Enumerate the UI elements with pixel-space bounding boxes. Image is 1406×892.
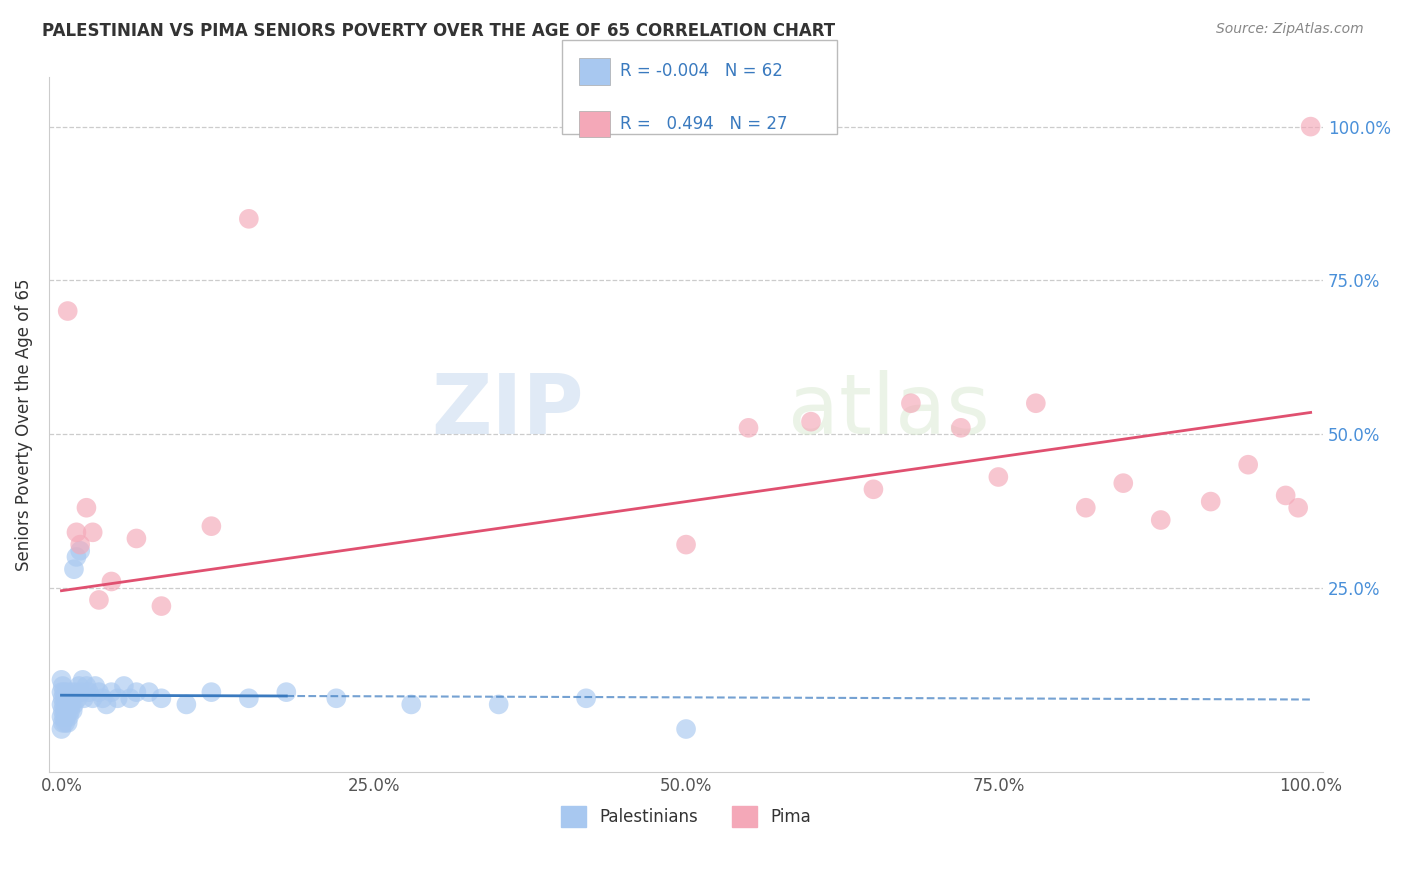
Point xyxy=(72,673,94,687)
Point xyxy=(51,685,73,699)
Point xyxy=(949,421,972,435)
Point xyxy=(56,715,79,730)
Point xyxy=(84,679,107,693)
Point xyxy=(96,698,118,712)
Point xyxy=(75,500,97,515)
Point xyxy=(58,698,80,712)
Point xyxy=(63,562,86,576)
Point xyxy=(120,691,142,706)
Point xyxy=(176,698,198,712)
Point xyxy=(125,532,148,546)
Point xyxy=(200,685,222,699)
Point xyxy=(51,710,73,724)
Point xyxy=(62,691,84,706)
Point xyxy=(53,691,76,706)
Point xyxy=(53,715,76,730)
Point xyxy=(987,470,1010,484)
Point xyxy=(1286,500,1309,515)
Point xyxy=(55,710,77,724)
Point xyxy=(52,704,75,718)
Point xyxy=(52,710,75,724)
Point xyxy=(862,483,884,497)
Point xyxy=(399,698,422,712)
Point xyxy=(82,525,104,540)
Point xyxy=(70,685,93,699)
Point xyxy=(150,599,173,613)
Text: PALESTINIAN VS PIMA SENIORS POVERTY OVER THE AGE OF 65 CORRELATION CHART: PALESTINIAN VS PIMA SENIORS POVERTY OVER… xyxy=(42,22,835,40)
Point xyxy=(87,593,110,607)
Point xyxy=(56,304,79,318)
Point xyxy=(73,691,96,706)
Point xyxy=(52,679,75,693)
Point xyxy=(112,679,135,693)
Point xyxy=(1112,476,1135,491)
Text: ZIP: ZIP xyxy=(432,370,583,451)
Point xyxy=(737,421,759,435)
Text: R = -0.004   N = 62: R = -0.004 N = 62 xyxy=(620,62,783,80)
Text: R =   0.494   N = 27: R = 0.494 N = 27 xyxy=(620,115,787,133)
Text: atlas: atlas xyxy=(787,370,990,451)
Point xyxy=(51,722,73,736)
Point xyxy=(52,691,75,706)
Point xyxy=(91,691,114,706)
Point xyxy=(675,722,697,736)
Point xyxy=(1150,513,1173,527)
Point xyxy=(107,691,129,706)
Point xyxy=(53,704,76,718)
Point xyxy=(82,691,104,706)
Point xyxy=(65,549,87,564)
Point xyxy=(52,698,75,712)
Point xyxy=(56,704,79,718)
Point xyxy=(55,685,77,699)
Point xyxy=(1025,396,1047,410)
Point xyxy=(900,396,922,410)
Legend: Palestinians, Pima: Palestinians, Pima xyxy=(554,799,817,833)
Point xyxy=(238,691,260,706)
Point xyxy=(56,691,79,706)
Point xyxy=(325,691,347,706)
Point xyxy=(87,685,110,699)
Point xyxy=(800,415,823,429)
Point xyxy=(575,691,598,706)
Point xyxy=(1199,494,1222,508)
Point xyxy=(138,685,160,699)
Point xyxy=(1237,458,1260,472)
Point xyxy=(200,519,222,533)
Point xyxy=(1074,500,1097,515)
Point xyxy=(150,691,173,706)
Text: Source: ZipAtlas.com: Source: ZipAtlas.com xyxy=(1216,22,1364,37)
Point xyxy=(51,698,73,712)
Point xyxy=(488,698,510,712)
Point xyxy=(100,574,122,589)
Point xyxy=(67,679,90,693)
Point xyxy=(125,685,148,699)
Point xyxy=(1299,120,1322,134)
Point xyxy=(65,525,87,540)
Point xyxy=(63,685,86,699)
Point xyxy=(100,685,122,699)
Point xyxy=(75,679,97,693)
Point xyxy=(276,685,298,699)
Point xyxy=(1274,488,1296,502)
Point xyxy=(238,211,260,226)
Point xyxy=(58,710,80,724)
Point xyxy=(66,691,89,706)
Point xyxy=(69,538,91,552)
Point xyxy=(69,543,91,558)
Point xyxy=(675,538,697,552)
Point xyxy=(52,715,75,730)
Point xyxy=(60,698,83,712)
Point xyxy=(63,698,86,712)
Point xyxy=(77,685,100,699)
Point xyxy=(62,704,84,718)
Point xyxy=(59,691,82,706)
Point xyxy=(60,685,83,699)
Point xyxy=(52,685,75,699)
Point xyxy=(55,698,77,712)
Y-axis label: Seniors Poverty Over the Age of 65: Seniors Poverty Over the Age of 65 xyxy=(15,278,32,571)
Point xyxy=(51,673,73,687)
Point xyxy=(59,704,82,718)
